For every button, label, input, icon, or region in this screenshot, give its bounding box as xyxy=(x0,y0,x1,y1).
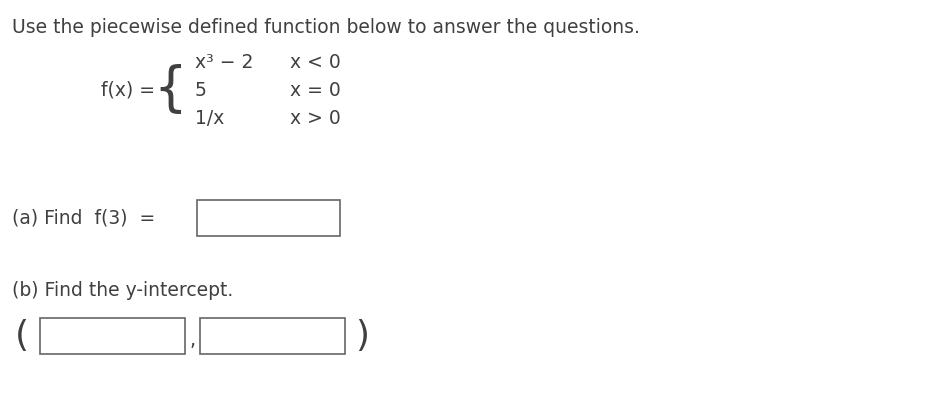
Text: ): ) xyxy=(355,319,369,353)
Text: x > 0: x > 0 xyxy=(290,108,341,128)
Text: ,: , xyxy=(190,331,196,349)
Text: Use the piecewise defined function below to answer the questions.: Use the piecewise defined function below… xyxy=(12,18,640,37)
Text: x = 0: x = 0 xyxy=(290,80,341,100)
Text: x³ − 2: x³ − 2 xyxy=(195,52,254,71)
Text: f(x) =: f(x) = xyxy=(101,80,155,100)
Text: 5: 5 xyxy=(195,80,207,100)
Text: (b) Find the y-intercept.: (b) Find the y-intercept. xyxy=(12,281,234,299)
Text: 1/x: 1/x xyxy=(195,108,224,128)
Text: x < 0: x < 0 xyxy=(290,52,341,71)
Text: (: ( xyxy=(15,319,29,353)
Text: (a) Find  f(3)  =: (a) Find f(3) = xyxy=(12,208,155,227)
Text: {: { xyxy=(153,64,187,116)
